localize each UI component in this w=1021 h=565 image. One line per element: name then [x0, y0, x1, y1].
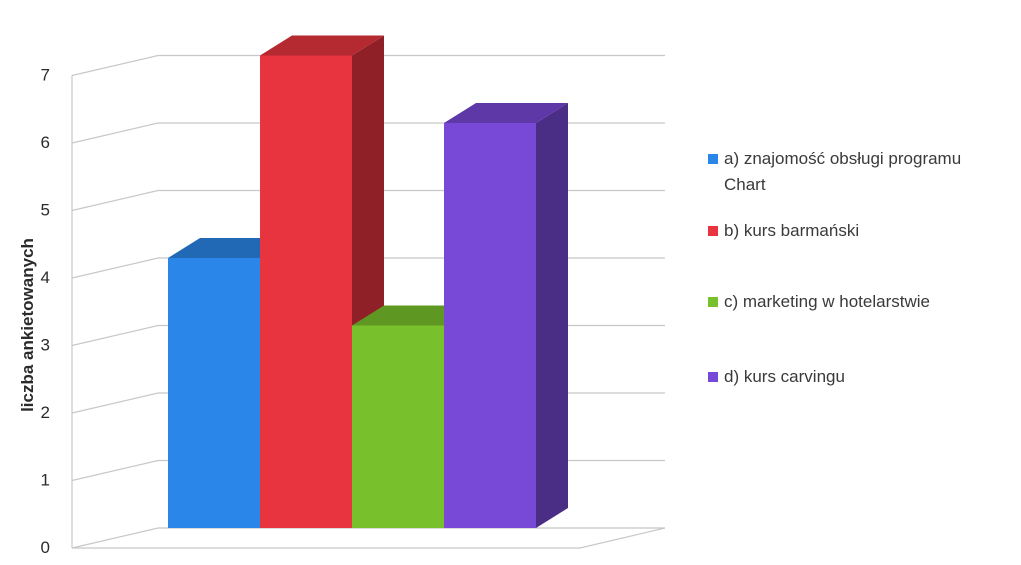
legend-item-a: a) znajomość obsługi programu Chart — [708, 146, 961, 198]
legend-swatch-b — [708, 226, 718, 236]
legend-label-d: d) kurs carvingu — [724, 367, 845, 386]
legend-label-a: a) znajomość obsługi programu Chart — [724, 146, 961, 198]
y-tick-label-0: 0 — [41, 538, 50, 557]
bar-side-d — [536, 103, 568, 528]
bar-front-d — [444, 123, 536, 528]
floor-edge — [72, 527, 666, 549]
bar-d — [444, 103, 568, 528]
legend-swatch-c — [708, 297, 718, 307]
legend-item-c: c) marketing w hotelarstwie — [708, 289, 930, 315]
legend-swatch-d — [708, 372, 718, 382]
bar-top-b — [260, 35, 384, 56]
y-tick-label-6: 6 — [41, 133, 50, 152]
y-tick-label-5: 5 — [41, 201, 50, 220]
legend-label-a-line1: a) znajomość obsługi programu — [724, 149, 962, 168]
bar-front-c — [352, 325, 444, 528]
legend-label-b: b) kurs barmański — [724, 221, 860, 240]
y-tick-label-2: 2 — [41, 403, 50, 422]
legend-swatch-a — [708, 154, 718, 164]
y-tick-label-1: 1 — [41, 471, 50, 490]
gridline-7 — [71, 54, 665, 77]
legend-item-b: b) kurs barmański — [708, 218, 859, 244]
y-tick-label-7: 7 — [41, 66, 50, 85]
gridline-0 — [71, 527, 665, 549]
bar-front-b — [260, 55, 352, 528]
y-axis-label: liczba ankietowanych — [18, 238, 37, 412]
legend-label-c: c) marketing w hotelarstwie — [724, 292, 930, 311]
bar-front-a — [168, 258, 260, 528]
legend-label-a-line2: Chart — [724, 175, 766, 194]
legend-item-d: d) kurs carvingu — [708, 364, 845, 390]
bar-top-d — [444, 103, 568, 123]
y-tick-label-4: 4 — [41, 268, 50, 287]
y-tick-label-3: 3 — [41, 336, 50, 355]
